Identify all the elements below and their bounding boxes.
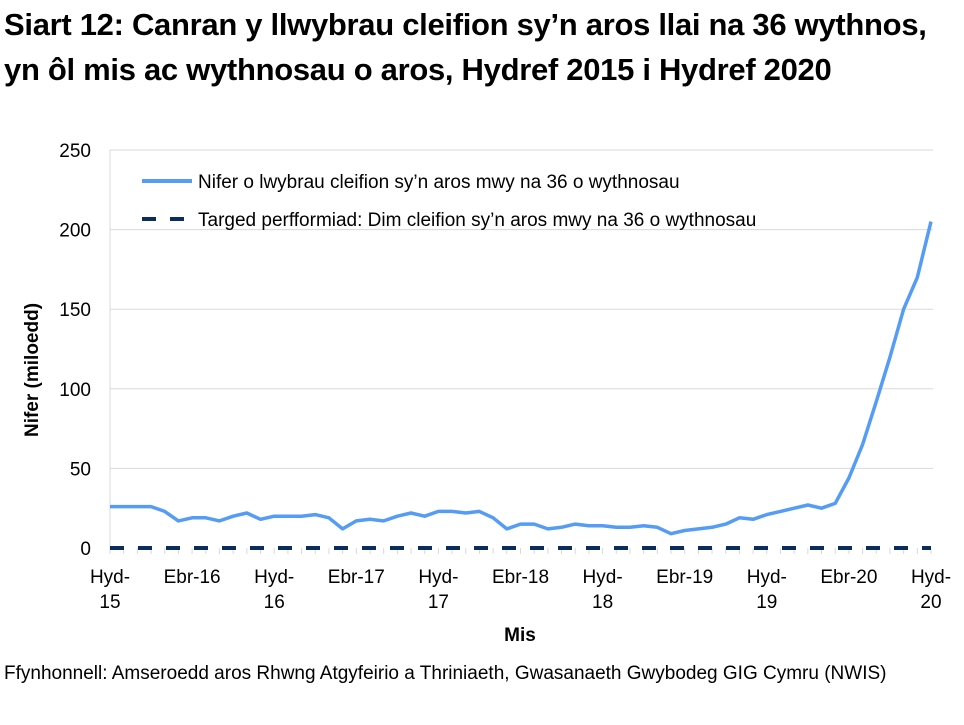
- x-tick-label: Ebr-18: [492, 567, 549, 588]
- y-tick-label: 200: [59, 221, 91, 242]
- y-tick-label: 100: [59, 380, 91, 401]
- chart-title: Siart 12: Canran y llwybrau cleifion sy’…: [4, 7, 927, 87]
- x-tick-label: Ebr-17: [328, 567, 385, 588]
- y-axis-labels: 0 50 100 150 200 250: [59, 141, 91, 560]
- x-axis-title: Mis: [504, 625, 536, 646]
- x-tick-label-year: 20: [920, 592, 941, 613]
- x-tick-label-year: 15: [99, 592, 120, 613]
- x-tick-label: Ebr-20: [820, 567, 877, 588]
- y-tick-label: 50: [70, 459, 91, 480]
- x-tick-label-year: 18: [592, 592, 613, 613]
- line-chart: 0 50 100 150 200 250 Hyd- 15 Ebr-16 Hyd- 16 Ebr-17…: [22, 141, 951, 646]
- x-tick-label-year: 19: [756, 592, 777, 613]
- y-axis-title: Nifer (miloedd): [22, 303, 43, 437]
- x-tick-label: Hyd-: [583, 567, 623, 588]
- x-tick-label: Hyd-: [911, 567, 951, 588]
- gridlines: [110, 149, 933, 469]
- x-tick-label: Hyd-: [254, 567, 294, 588]
- x-axis-labels: Hyd- 15 Ebr-16 Hyd- 16 Ebr-17 Hyd- 17 Ebr-18 Hyd-…: [90, 567, 951, 613]
- x-tick-label: Ebr-16: [164, 567, 221, 588]
- x-tick-label-year: 16: [264, 592, 285, 613]
- source-note: Ffynhonnell: Amseroedd aros Rhwng Atgyfe…: [4, 663, 887, 684]
- y-tick-label: 150: [59, 300, 91, 321]
- x-tick-label: Hyd-: [90, 567, 130, 588]
- y-tick-label: 0: [80, 539, 91, 560]
- x-tick-label-year: 17: [428, 592, 449, 613]
- legend-label-series: Nifer o lwybrau cleifion sy’n aros mwy n…: [198, 172, 680, 193]
- legend-label-target: Targed perfformiad: Dim cleifion sy’n ar…: [198, 210, 756, 231]
- y-tick-label: 250: [59, 141, 91, 162]
- x-tick-label: Hyd-: [747, 567, 787, 588]
- waiting-patients-line: [110, 221, 933, 536]
- legend: Nifer o lwybrau cleifion sy’n aros mwy n…: [142, 172, 756, 231]
- x-tick-label: Ebr-19: [656, 567, 713, 588]
- x-tick-label: Hyd-: [418, 567, 458, 588]
